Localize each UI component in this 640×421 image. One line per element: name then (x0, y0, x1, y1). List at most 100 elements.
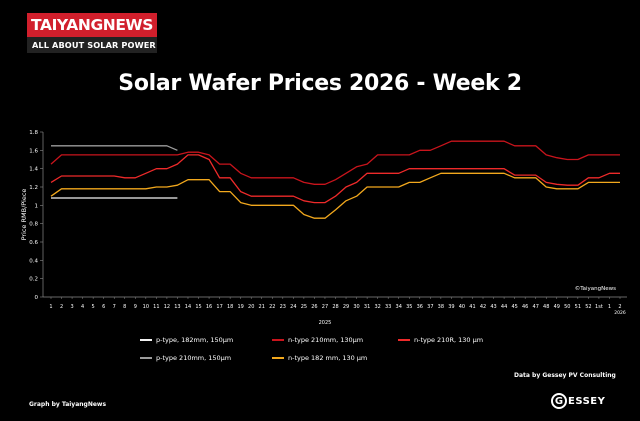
x-tick-label: 31 (364, 304, 370, 310)
x-tick-label: 2 (60, 304, 63, 310)
x-tick-label: 7 (113, 304, 116, 310)
legend-label: p-type, 182mm, 150µm (156, 336, 234, 344)
x-tick-label: 15 (195, 304, 201, 310)
y-tick-label: 1 (35, 203, 39, 209)
x-tick-label: 47 (533, 304, 539, 310)
year-label-2026: 2026 (614, 310, 626, 316)
x-tick-label: 12 (164, 304, 170, 310)
series-line-4 (50, 172, 620, 219)
y-tick-label: 1.4 (29, 167, 38, 173)
x-tick-label: 35 (406, 304, 412, 310)
x-tick-label: 46 (522, 304, 528, 310)
x-tick-label: 9 (134, 304, 137, 310)
gessey-g-icon: G (551, 393, 567, 409)
series-line-3 (50, 140, 620, 185)
x-tick-label: 27 (322, 304, 328, 310)
x-tick-label: 49 (554, 304, 560, 310)
x-tick-label: 21 (259, 304, 265, 310)
x-tick-label: 38 (438, 304, 444, 310)
x-tick-label: 6 (102, 304, 105, 310)
logo-brand-text: TAIYANGNEWS (31, 16, 153, 34)
x-tick-label: 19 (237, 304, 243, 310)
x-tick-label: 3 (70, 304, 73, 310)
x-tick-label: 16 (206, 304, 212, 310)
y-tick-label: 0.8 (29, 222, 38, 228)
graph-credit: Graph by TaiyangNews (29, 401, 107, 408)
gessey-logo: G ESSEY (551, 390, 621, 412)
y-tick-label: 1.2 (29, 185, 38, 191)
x-axis-label: 2025 (319, 320, 332, 326)
chart-legend: p-type, 182mm, 150µm p-type 210mm, 150µm n… (140, 332, 560, 368)
x-tick-label: 2 (618, 304, 621, 310)
x-tick-label: 44 (501, 304, 507, 310)
x-tick-label: 37 (427, 304, 433, 310)
x-tick-label: 29 (343, 304, 349, 310)
x-tick-label: 28 (332, 304, 338, 310)
logo-brand-bar: TAIYANGNEWS (27, 13, 157, 37)
legend-swatch (140, 339, 152, 341)
x-tick-label: 17 (216, 304, 222, 310)
legend-label: n-type 210R, 130 µm (414, 336, 484, 344)
x-tick-label: 23 (280, 304, 286, 310)
legend-swatch (140, 357, 152, 359)
x-tick-label: 20 (248, 304, 254, 310)
x-tick-label: 50 (564, 304, 570, 310)
x-tick-label: 26 (311, 304, 317, 310)
legend-item: n-type 210mm, 130µm (272, 336, 363, 344)
x-tick-label: 13 (174, 304, 180, 310)
y-tick-label: 1.8 (29, 130, 38, 136)
x-tick-label: 36 (417, 304, 423, 310)
gessey-logo-text: ESSEY (568, 395, 606, 407)
y-tick-label: 0.4 (29, 258, 38, 264)
y-tick-label: 1.6 (29, 148, 38, 154)
x-tick-label: 10 (143, 304, 149, 310)
x-tick-label: 30 (353, 304, 359, 310)
x-tick-label: 8 (123, 304, 126, 310)
x-tick-label: 33 (385, 304, 391, 310)
x-tick-label: 48 (543, 304, 549, 310)
x-tick-label: 39 (448, 304, 454, 310)
x-tick-label: 43 (490, 304, 496, 310)
x-tick-label: 1 (49, 304, 52, 310)
legend-swatch (272, 357, 284, 359)
x-tick-label: 22 (269, 304, 275, 310)
legend-swatch (398, 339, 410, 341)
x-tick-label: 32 (374, 304, 380, 310)
x-tick-label: 1 (608, 304, 611, 310)
y-tick-label: 0 (35, 295, 39, 301)
x-tick-label: 41 (469, 304, 475, 310)
x-tick-label: 24 (290, 304, 296, 310)
series-line-5 (50, 154, 620, 204)
y-tick-label: 0.6 (29, 240, 38, 246)
x-tick-label: 11 (153, 304, 159, 310)
legend-swatch (272, 339, 284, 341)
x-tick-label: 52 (585, 304, 591, 310)
legend-item: p-type 210mm, 150µm (140, 354, 231, 362)
x-tick-label: 45 (511, 304, 517, 310)
legend-item: p-type, 182mm, 150µm (140, 336, 233, 344)
x-tick-label: 34 (396, 304, 402, 310)
legend-label: n-type 182 mm, 130 µm (288, 354, 368, 362)
x-tick-label: 18 (227, 304, 233, 310)
x-tick-label: 42 (480, 304, 486, 310)
logo-tagline-bar: ALL ABOUT SOLAR POWER (27, 37, 157, 53)
x-tick-label: 5 (92, 304, 95, 310)
x-tick-label: 14 (185, 304, 191, 310)
series-line-2 (51, 145, 178, 151)
x-tick-label: 25 (301, 304, 307, 310)
x-tick-label: 51 (575, 304, 581, 310)
x-tick-label: 40 (459, 304, 465, 310)
legend-label: n-type 210mm, 130µm (288, 336, 364, 344)
copyright-annotation: ©TaiyangNews (575, 285, 616, 292)
y-tick-label: 0.2 (29, 277, 38, 283)
y-axis-label: Price RMB/Piece (20, 189, 28, 241)
chart-title: Solar Wafer Prices 2026 - Week 2 (118, 71, 522, 96)
legend-item: n-type 182 mm, 130 µm (272, 354, 367, 362)
logo-tagline-text: ALL ABOUT SOLAR POWER (32, 40, 156, 50)
data-source: Data by Gessey PV Consulting (514, 372, 616, 379)
taiyangnews-logo: TAIYANGNEWS ALL ABOUT SOLAR POWER (27, 13, 157, 53)
legend-item: n-type 210R, 130 µm (398, 336, 483, 344)
x-tick-label: 4 (81, 304, 84, 310)
legend-label: p-type 210mm, 150µm (156, 354, 232, 362)
